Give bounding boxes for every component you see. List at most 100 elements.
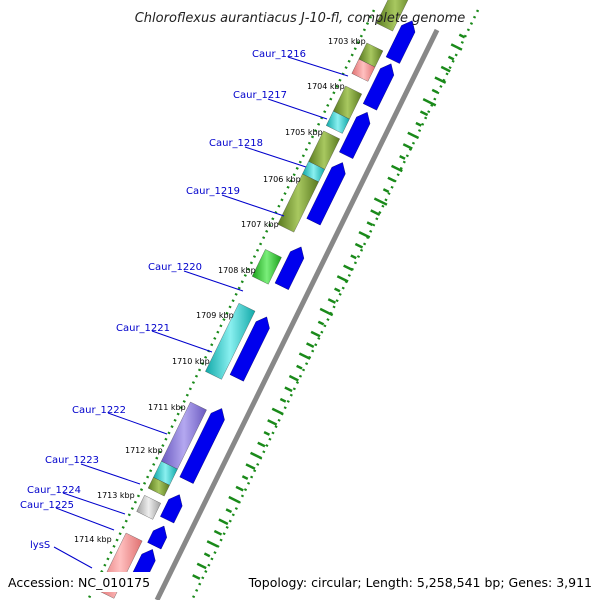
tick-label: 1704 kbp [307, 82, 345, 91]
callout-line [62, 492, 126, 515]
callout-line [221, 194, 285, 217]
gc-dash [225, 508, 233, 514]
gene-label[interactable]: Caur_1225 [20, 500, 74, 511]
tick-label: 1710 kbp [172, 357, 210, 366]
gc-dash [279, 397, 287, 403]
gc-dash [306, 342, 315, 349]
backbone-line [154, 28, 440, 600]
gc-dash [419, 110, 429, 117]
callout-line [107, 412, 168, 435]
gene-callouts [53, 56, 349, 569]
gc-dash [271, 407, 284, 416]
gc-dash [407, 131, 420, 140]
gene-label[interactable]: Caur_1222 [72, 405, 126, 416]
gc-dash [440, 65, 451, 73]
gc-dash [434, 76, 447, 84]
gc-dash [370, 209, 381, 216]
gc-dash [206, 540, 219, 548]
gene-label[interactable]: Caur_1219 [186, 186, 240, 197]
gene-block[interactable] [136, 495, 161, 520]
callout-line [151, 330, 213, 353]
gene-block[interactable] [147, 477, 170, 497]
cds-arrow[interactable] [306, 162, 346, 226]
gc-dash [310, 330, 321, 338]
gc-dash [354, 242, 364, 249]
topology-text: Topology: circular; Length: 5,258,541 bp… [248, 575, 592, 590]
gc-dash [390, 164, 403, 173]
gene-block[interactable] [251, 249, 282, 285]
callout-line [55, 507, 115, 531]
gc-dash [218, 518, 229, 526]
gc-dash [228, 495, 241, 504]
cds-arrow[interactable] [179, 408, 225, 484]
callout-line [80, 463, 141, 485]
accession-text: Accession: NC_010175 [8, 575, 150, 590]
gc-dash [284, 386, 293, 393]
gene-block[interactable] [376, 0, 413, 32]
cds-arrow[interactable] [385, 20, 416, 64]
gene-label[interactable]: Caur_1218 [209, 138, 263, 149]
gene-label[interactable]: Caur_1220 [148, 262, 202, 273]
gene-label[interactable]: Caur_1221 [116, 323, 170, 334]
gc-dash [399, 154, 406, 160]
gc-dash [257, 441, 266, 448]
gc-dash [245, 463, 256, 470]
gc-dash [203, 552, 211, 558]
gene-label[interactable]: lysS [30, 540, 50, 551]
map-title: Chloroflexus aurantiacus J-10-fl, comple… [135, 11, 466, 26]
gc-dash [319, 307, 334, 317]
tick-label: 1705 kbp [285, 128, 323, 137]
tick-label: 1712 kbp [125, 446, 163, 455]
cds-arrow[interactable] [229, 316, 270, 382]
tick-label: 1707 kbp [241, 220, 279, 229]
tick-label: 1711 kbp [148, 403, 186, 412]
gc-dash [447, 55, 455, 61]
gc-dash [317, 320, 325, 326]
gc-dash [415, 121, 422, 127]
cds-arrow[interactable] [147, 525, 167, 550]
gene-label[interactable]: Caur_1217 [233, 90, 287, 101]
gene-block[interactable] [326, 110, 350, 134]
cds-arrow[interactable] [339, 111, 371, 159]
gc-dash [267, 419, 278, 426]
gc-dash [296, 364, 303, 370]
gene-track [97, 0, 413, 599]
gc-dash [196, 562, 207, 570]
gene-labels: Caur_1216 Caur_1217 Caur_1218 Caur_1219 … [20, 49, 306, 551]
callout-line [287, 56, 349, 77]
gc-dash [263, 430, 271, 436]
gc-dash [192, 574, 201, 580]
gc-dash [402, 143, 413, 150]
gene-block[interactable] [205, 303, 256, 380]
cds-arrow[interactable] [160, 494, 183, 524]
gene-label[interactable]: Caur_1223 [45, 455, 99, 466]
gene-block[interactable] [277, 173, 319, 233]
tick-label: 1714 kbp [74, 535, 112, 544]
gc-dash [298, 352, 311, 360]
cds-arrow[interactable] [362, 63, 395, 111]
gc-dash [366, 221, 374, 227]
gene-label[interactable]: Caur_1224 [27, 485, 81, 496]
gc-dash [336, 275, 349, 283]
gc-dash [431, 88, 439, 94]
tick-label: 1709 kbp [196, 311, 234, 320]
gene-block[interactable] [351, 58, 376, 82]
gc-dash [382, 188, 390, 194]
gc-dash [327, 298, 336, 304]
gc-dash [288, 374, 299, 382]
callout-line [183, 270, 244, 292]
gc-dash [334, 287, 341, 293]
gc-dash [213, 529, 223, 536]
tick-label: 1708 kbp [218, 266, 256, 275]
tick-label: 1706 kbp [263, 175, 301, 184]
tick-label: 1713 kbp [97, 491, 135, 500]
callout-line [53, 546, 93, 569]
tick-ruler-line [86, 9, 376, 600]
topology-backing [258, 572, 596, 592]
tick-label: 1703 kbp [328, 37, 366, 46]
gc-dash [458, 33, 466, 39]
cds-arrow[interactable] [274, 246, 305, 290]
gene-label[interactable]: Caur_1216 [252, 49, 306, 60]
gc-dash [358, 230, 371, 239]
gc-dash [387, 176, 396, 183]
